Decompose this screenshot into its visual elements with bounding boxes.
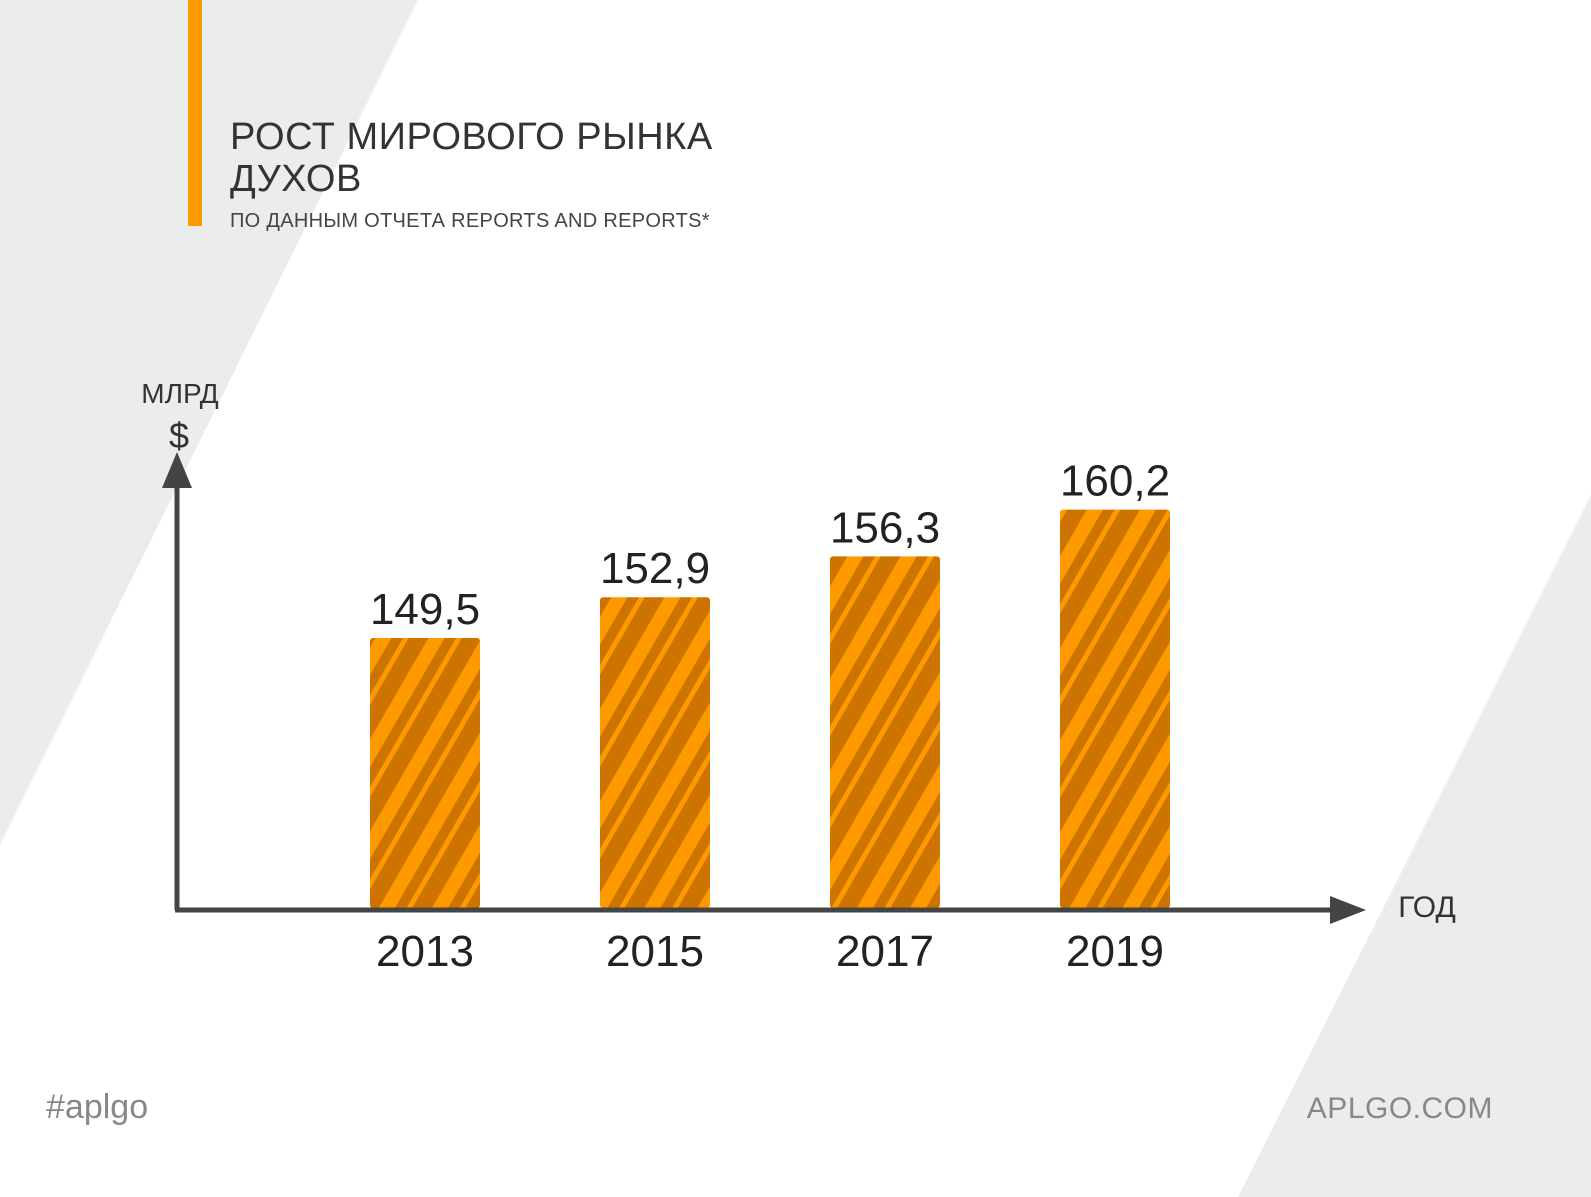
bar-2013 <box>370 638 480 908</box>
page-subtitle: ПО ДАННЫМ ОТЧЕТА REPORTS AND REPORTS* <box>230 210 710 232</box>
value-label-2013: 149,5 <box>370 585 480 634</box>
bar-2019 <box>1060 509 1170 908</box>
title-line-2: ДУХОВ <box>230 158 362 200</box>
value-label-2015: 152,9 <box>600 544 710 593</box>
y-axis-label-unit: МЛРД <box>141 378 219 409</box>
title-line-1: РОСТ МИРОВОГО РЫНКА <box>230 116 713 158</box>
x-axis-label: ГОД <box>1398 891 1456 924</box>
category-label-2017: 2017 <box>836 927 934 976</box>
x-axis-arrow-icon <box>1330 896 1366 924</box>
category-label-2015: 2015 <box>606 927 704 976</box>
bars-group <box>370 509 1170 908</box>
hashtag-text: #aplgo <box>46 1088 149 1126</box>
bar-2017 <box>830 556 940 908</box>
y-axis-label-currency: $ <box>169 415 189 456</box>
y-axis-arrow-icon <box>162 452 192 488</box>
accent-bar <box>188 0 202 226</box>
page-title: РОСТ МИРОВОГО РЫНКА ДУХОВ <box>230 116 713 200</box>
website-link[interactable]: APLGO.COM <box>1306 1092 1493 1125</box>
category-label-2013: 2013 <box>376 927 474 976</box>
value-label-2017: 156,3 <box>830 503 940 552</box>
labels-group: 149,5 2013 152,9 2015 156,3 2017 160,2 2019 <box>370 457 1170 976</box>
category-label-2019: 2019 <box>1066 927 1164 976</box>
background-right-diagonal-shape <box>1238 495 1591 1197</box>
value-label-2019: 160,2 <box>1060 457 1170 506</box>
background-left-diagonal-shape <box>0 0 418 845</box>
bar-2015 <box>600 597 710 908</box>
